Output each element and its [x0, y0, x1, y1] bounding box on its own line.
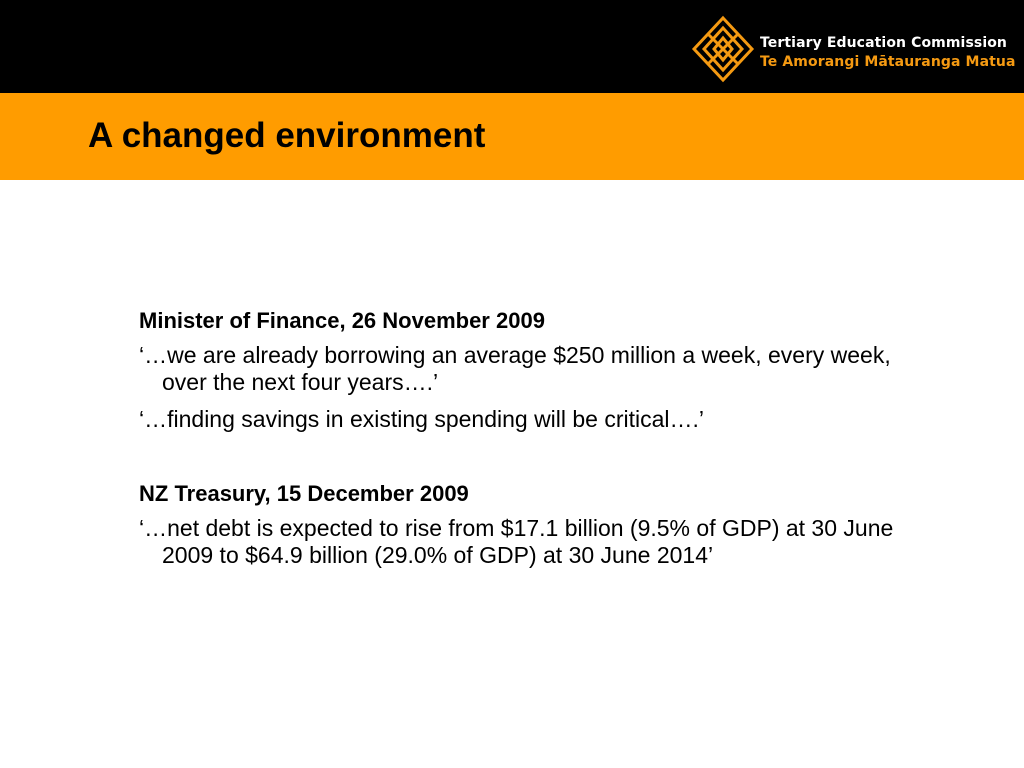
quote: ‘…we are already borrowing an average $2…	[139, 342, 891, 395]
tec-diamond-logo-icon	[691, 15, 755, 83]
organization-logo: Tertiary Education Commission Te Amorang…	[690, 14, 1015, 84]
section-minister-of-finance: Minister of Finance, 26 November 2009 ‘……	[139, 307, 939, 433]
title-band	[0, 93, 1024, 180]
section-heading: Minister of Finance, 26 November 2009	[139, 308, 545, 333]
section-spacer	[139, 443, 939, 480]
organization-name-english: Tertiary Education Commission	[760, 35, 1007, 51]
header-bar: Tertiary Education Commission Te Amorang…	[0, 0, 1024, 93]
section-heading: NZ Treasury, 15 December 2009	[139, 481, 469, 506]
slide-title: A changed environment	[88, 116, 486, 155]
quote: ‘…finding savings in existing spending w…	[139, 406, 705, 432]
section-nz-treasury: NZ Treasury, 15 December 2009 ‘…net debt…	[139, 480, 939, 569]
quote: ‘…net debt is expected to rise from $17.…	[139, 515, 894, 568]
organization-name-maori: Te Amorangi Mātauranga Matua	[760, 54, 1016, 70]
slide-content: Minister of Finance, 26 November 2009 ‘……	[139, 307, 939, 579]
